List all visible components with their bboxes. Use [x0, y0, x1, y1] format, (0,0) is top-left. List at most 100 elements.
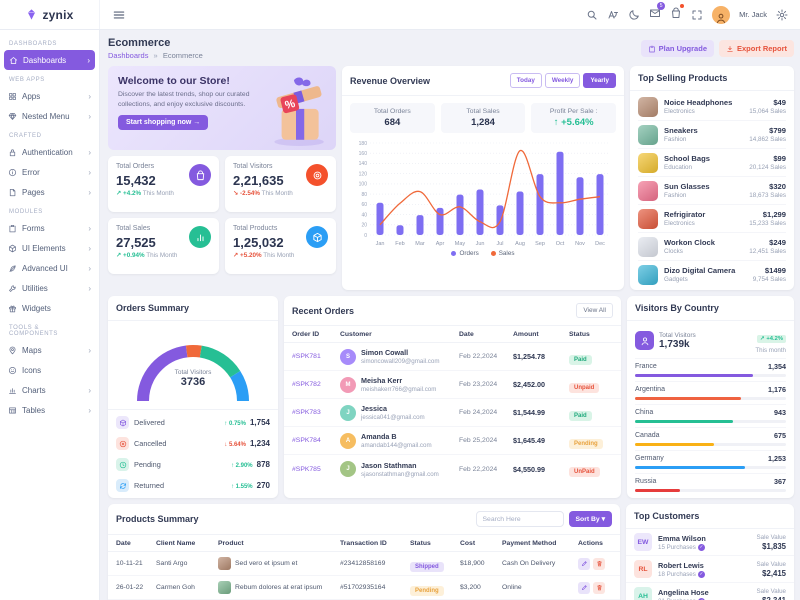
- legend-dot: [490, 251, 496, 256]
- svg-text:%: %: [284, 98, 297, 112]
- start-shopping-button[interactable]: Start shopping now →: [118, 114, 209, 130]
- sidebar-item[interactable]: Utilities ›: [0, 278, 99, 298]
- stat-card: Total Visitors 2,21,635 ↘ -2.54% This Mo…: [225, 156, 336, 212]
- gift-box-illustration: %: [260, 76, 332, 150]
- translate-icon[interactable]: [607, 9, 619, 21]
- delete-button[interactable]: [593, 581, 605, 594]
- sidebar-section-header: TOOLS & COMPONENTS: [9, 325, 59, 337]
- svg-text:Apr: Apr: [436, 241, 445, 247]
- visitors-by-country-card: Visitors By Country Total Visitors 1,739…: [627, 296, 794, 498]
- view-all-button[interactable]: View All: [576, 303, 613, 318]
- delete-button[interactable]: [593, 557, 605, 570]
- order-row[interactable]: #SPK783 J Jessica jessica041@gmail.com F…: [284, 399, 621, 427]
- sidebar-item[interactable]: Advanced UI ›: [0, 258, 99, 278]
- pencil-icon: [581, 560, 588, 567]
- stat-label: Total Orders: [116, 163, 155, 170]
- sidebar-section-header: CRAFTED: [9, 133, 42, 139]
- sidebar-item[interactable]: Charts ›: [0, 380, 99, 400]
- topbar: zynix 5 Mr. Jack: [0, 0, 800, 30]
- sidebar-section: WEB APPS Apps › Nested Menu ›: [0, 70, 99, 126]
- svg-text:0: 0: [364, 233, 367, 239]
- sidebar-item[interactable]: Apps ›: [0, 86, 99, 106]
- product-list-item[interactable]: Noice Headphones Electronics $49 15,064 …: [638, 93, 786, 121]
- cart-button[interactable]: [670, 3, 685, 24]
- product-list-item[interactable]: Workon Clock Clocks $249 12,451 Sales: [638, 233, 786, 261]
- order-id-link[interactable]: #SPK781: [292, 353, 321, 360]
- revenue-filter-button[interactable]: Yearly: [583, 73, 616, 88]
- country-bar-track: [635, 374, 786, 377]
- order-id-link[interactable]: #SPK785: [292, 465, 321, 473]
- product-table-row[interactable]: 10-11-21 Santi Argo Sed vero et ipsum et…: [108, 552, 620, 576]
- sidebar-item-icon: [8, 92, 17, 101]
- order-row[interactable]: #SPK782 M Meisha Kerr meishakerr766@gmai…: [284, 371, 621, 399]
- sidebar-item[interactable]: Icons: [0, 360, 99, 380]
- order-row[interactable]: #SPK785 J Jason Stathman sjasonstathman@…: [284, 455, 621, 483]
- order-id-link[interactable]: #SPK783: [292, 409, 321, 416]
- product-table-row[interactable]: 26-01-22 Carmen Goh Rebum dolores at era…: [108, 576, 620, 600]
- user-avatar[interactable]: [712, 5, 731, 24]
- verified-check-icon: ✓: [697, 543, 705, 551]
- sidebar-item[interactable]: Tables ›: [0, 400, 99, 420]
- sidebar-item[interactable]: Maps ›: [0, 340, 99, 360]
- product-list-item[interactable]: Sun Glasses Fashion $320 18,673 Sales: [638, 177, 786, 205]
- sidebar-item-label: Error: [22, 167, 40, 177]
- customer-list-item[interactable]: AH Angelina Hose 21 Purchases✓ Sale Valu…: [626, 583, 794, 600]
- column-header: Payment Method: [502, 539, 557, 547]
- edit-button[interactable]: [578, 581, 590, 594]
- order-row[interactable]: #SPK784 A Amanda B amandab144@gmail.com …: [284, 427, 621, 455]
- export-report-button[interactable]: Export Report: [718, 40, 794, 57]
- product-list-item[interactable]: School Bags Education $99 20,124 Sales: [638, 149, 786, 177]
- sidebar-item[interactable]: Dashboards ›: [4, 50, 95, 70]
- dark-mode-moon-icon[interactable]: [628, 9, 640, 21]
- sidebar-item-label: Apps: [22, 91, 41, 101]
- order-row[interactable]: #SPK781 S Simon Cowall simoncowall209@gm…: [284, 343, 621, 371]
- orders-summary-title: Orders Summary: [116, 303, 190, 313]
- edit-button[interactable]: [578, 557, 590, 570]
- country-bar-fill: [635, 397, 741, 400]
- product-list-item[interactable]: Dizo Digital Camera Gadgets $1499 9,754 …: [638, 261, 786, 288]
- sidebar-item[interactable]: Error ›: [0, 162, 99, 182]
- column-header: Actions: [578, 539, 603, 547]
- customer-list-item[interactable]: RL Robert Lewis 18 Purchases ✓ Sale Value…: [626, 556, 794, 583]
- product-list-item[interactable]: Sneakers Fashion $799 14,862 Sales: [638, 121, 786, 149]
- sort-by-button[interactable]: Sort By ▾: [568, 511, 612, 527]
- plan-upgrade-button[interactable]: Plan Upgrade: [640, 40, 714, 57]
- order-status-icon-box: [116, 458, 129, 471]
- order-status-icon-box: [116, 416, 129, 429]
- revenue-chart: 0 20 40 60 80 100 120 140 160 180 Jan Feb Mar Apr May J…: [359, 141, 610, 247]
- stat-icon: [312, 170, 323, 181]
- logo[interactable]: zynix: [0, 0, 100, 29]
- breadcrumb: Dashboards » Ecommerce: [108, 51, 203, 60]
- settings-gear-icon[interactable]: [776, 9, 788, 21]
- customer-list-item[interactable]: EW Emma Wilson 15 Purchases ✓ Sale Value …: [626, 529, 794, 556]
- order-id-link[interactable]: #SPK782: [292, 381, 321, 388]
- trash-icon: [596, 560, 603, 567]
- order-id-link[interactable]: #SPK784: [292, 437, 321, 444]
- products-summary-card: Products Summary Sort By ▾ Date Client Na…: [108, 504, 620, 600]
- product-thumbnail: [638, 152, 658, 173]
- sidebar-item[interactable]: Forms ›: [0, 218, 99, 238]
- column-header: Status: [569, 330, 590, 338]
- gauge-center-label: Total Visitors 3736: [174, 369, 212, 388]
- search-input[interactable]: [475, 511, 564, 527]
- sidebar-item-icon: [8, 346, 17, 355]
- mail-button[interactable]: 5: [649, 1, 666, 24]
- sidebar-item[interactable]: Nested Menu ›: [0, 106, 99, 126]
- revenue-filter-button[interactable]: Today: [509, 73, 542, 88]
- sidebar-item[interactable]: UI Elements ›: [0, 238, 99, 258]
- stat-card: Total Sales 27,525 ↗ +0.94% This Month: [108, 218, 219, 274]
- product-list-item[interactable]: Refrigirator Electronics $1,299 15,233 S…: [638, 205, 786, 233]
- sidebar-item-icon: [8, 224, 17, 233]
- sidebar-item[interactable]: Authentication ›: [0, 142, 99, 162]
- hamburger-menu-icon[interactable]: [112, 8, 126, 22]
- sidebar-item-icon: [8, 168, 17, 177]
- svg-text:180: 180: [359, 141, 368, 147]
- revenue-filter-button[interactable]: Weekly: [544, 73, 581, 88]
- breadcrumb-link[interactable]: Dashboards: [108, 51, 149, 60]
- customer-initials-avatar: EW: [634, 533, 652, 551]
- search-icon[interactable]: [586, 9, 598, 21]
- sidebar-item[interactable]: Widgets: [0, 298, 99, 318]
- sidebar-section: MODULES Forms › UI Elements ›: [0, 202, 99, 318]
- fullscreen-icon[interactable]: [691, 9, 703, 21]
- sidebar-item[interactable]: Pages ›: [0, 182, 99, 202]
